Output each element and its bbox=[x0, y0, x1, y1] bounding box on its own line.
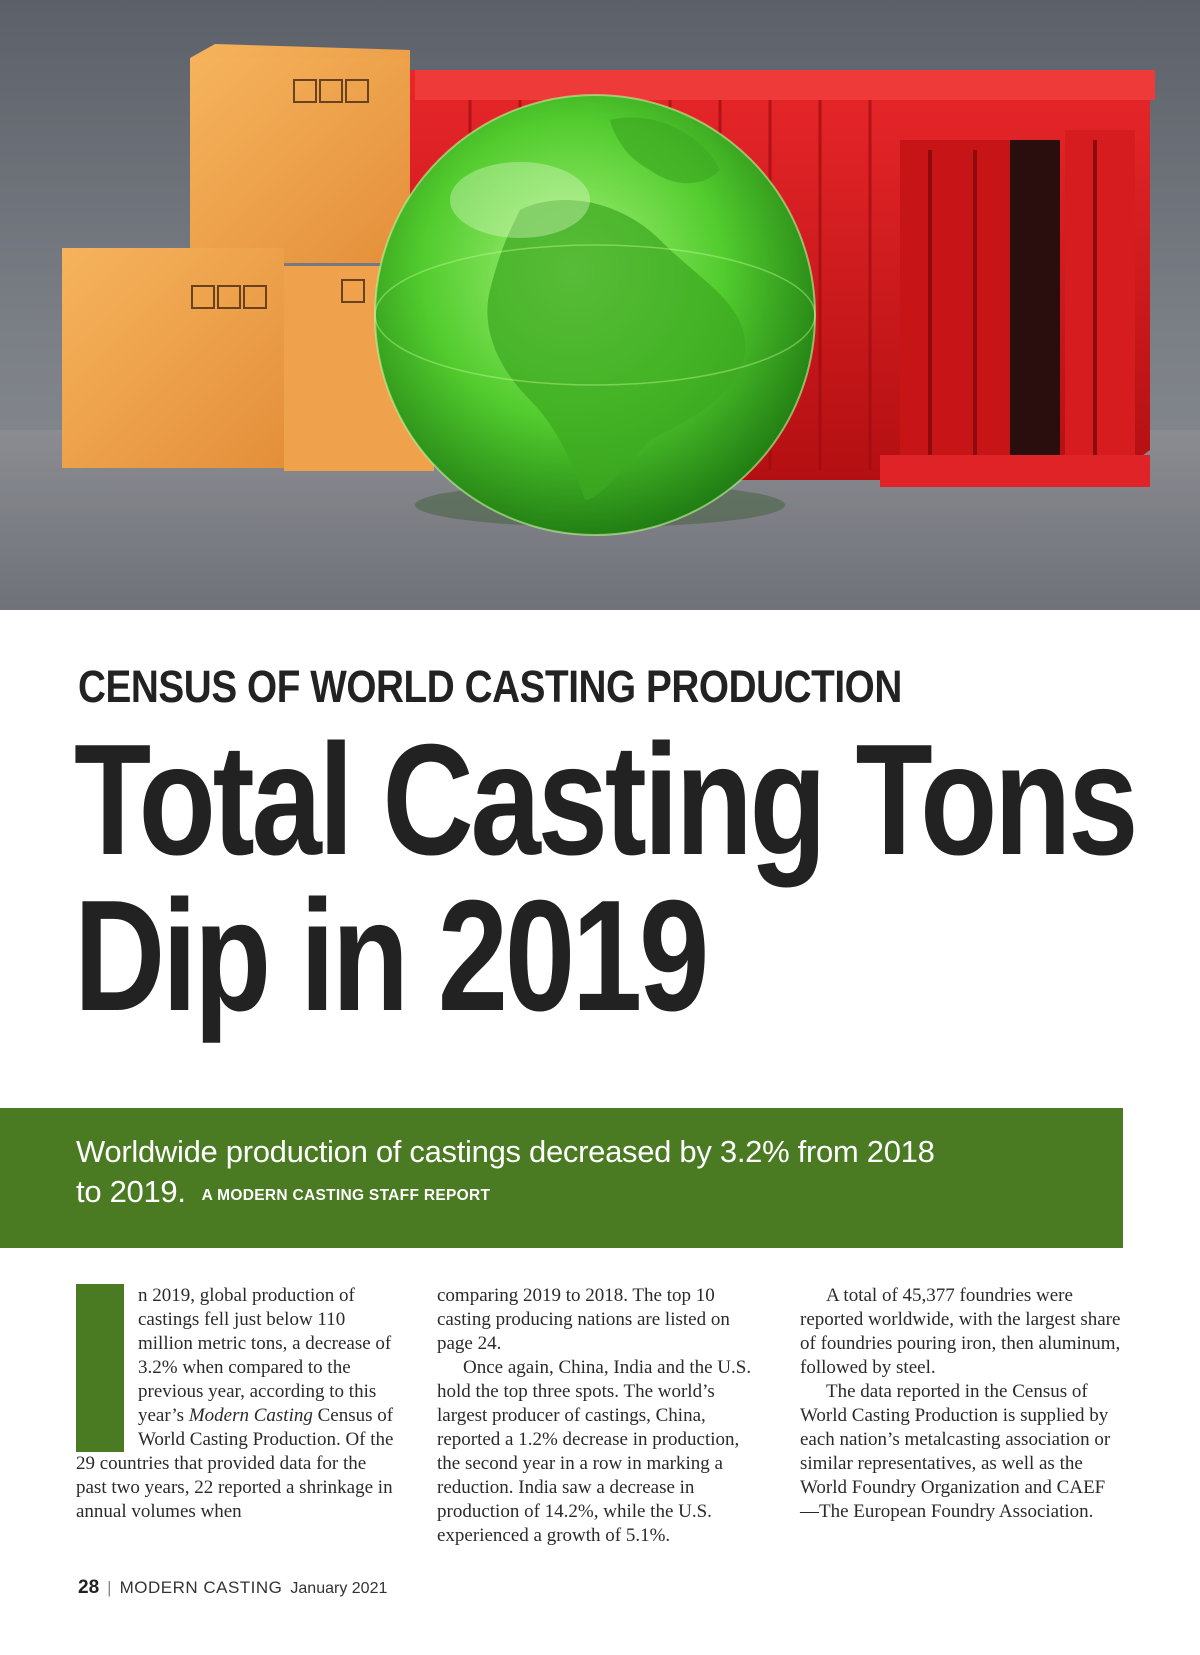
paragraph-text: n 2019, global production of castings fe… bbox=[138, 1285, 392, 1426]
headline-line-1: Total Casting Tons bbox=[74, 712, 1138, 888]
magazine-name-italic: Modern Casting bbox=[188, 1405, 313, 1426]
drop-cap: I bbox=[76, 1284, 124, 1452]
issue-date: January 2021 bbox=[290, 1580, 388, 1597]
body-column-2: comparing 2019 to 2018. The top 10 casti… bbox=[437, 1284, 761, 1548]
paragraph: A total of 45,377 foundries were reporte… bbox=[800, 1285, 1121, 1378]
hero-photo bbox=[0, 0, 1200, 610]
footer-separator: | bbox=[107, 1578, 112, 1597]
paragraph: Once again, China, India and the U.S. ho… bbox=[437, 1357, 752, 1546]
paragraph: n 2019, global production of castings fe… bbox=[76, 1284, 400, 1524]
headline: Total Casting Tons Dip in 2019 bbox=[74, 712, 1138, 1044]
body-column-3: A total of 45,377 foundries were reporte… bbox=[800, 1284, 1124, 1524]
cardboard-boxes bbox=[62, 44, 434, 471]
paragraph: comparing 2019 to 2018. The top 10 casti… bbox=[437, 1285, 730, 1354]
deck-text: Worldwide production of castings decreas… bbox=[76, 1132, 1076, 1216]
page-footer: 28 | MODERN CASTING January 2021 bbox=[78, 1577, 387, 1599]
fragile-glass-icon bbox=[293, 79, 369, 103]
paragraph: The data reported in the Census of World… bbox=[800, 1381, 1111, 1522]
section-kicker: CENSUS OF WORLD CASTING PRODUCTION bbox=[78, 661, 902, 712]
deck-line-1: Worldwide production of castings decreas… bbox=[76, 1134, 935, 1169]
deck-band: Worldwide production of castings decreas… bbox=[0, 1108, 1123, 1248]
byline: A MODERN CASTING STAFF REPORT bbox=[201, 1187, 491, 1204]
green-glass-globe bbox=[374, 94, 816, 536]
page-number: 28 bbox=[78, 1577, 100, 1598]
paragraph-text: Census of World Casting Production. Of t… bbox=[76, 1405, 394, 1522]
hero-illustration bbox=[0, 0, 1200, 610]
magazine-name: MODERN CASTING bbox=[119, 1578, 283, 1597]
deck-line-2: to 2019. bbox=[76, 1174, 186, 1209]
headline-line-2: Dip in 2019 bbox=[74, 868, 709, 1044]
body-column-1: I n 2019, global production of castings … bbox=[76, 1284, 400, 1524]
